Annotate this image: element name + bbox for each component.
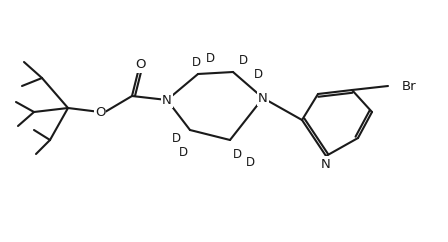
Text: N: N: [321, 158, 331, 171]
Text: D: D: [238, 53, 248, 67]
Text: O: O: [136, 59, 146, 71]
Text: D: D: [178, 145, 188, 159]
Text: D: D: [254, 68, 263, 81]
Text: N: N: [258, 91, 268, 105]
Text: D: D: [246, 156, 254, 168]
Text: D: D: [191, 55, 201, 68]
Text: N: N: [162, 93, 172, 106]
Text: D: D: [233, 148, 241, 160]
Text: D: D: [206, 52, 215, 65]
Text: O: O: [95, 106, 105, 119]
Text: D: D: [172, 131, 181, 144]
Text: Br: Br: [402, 80, 417, 92]
